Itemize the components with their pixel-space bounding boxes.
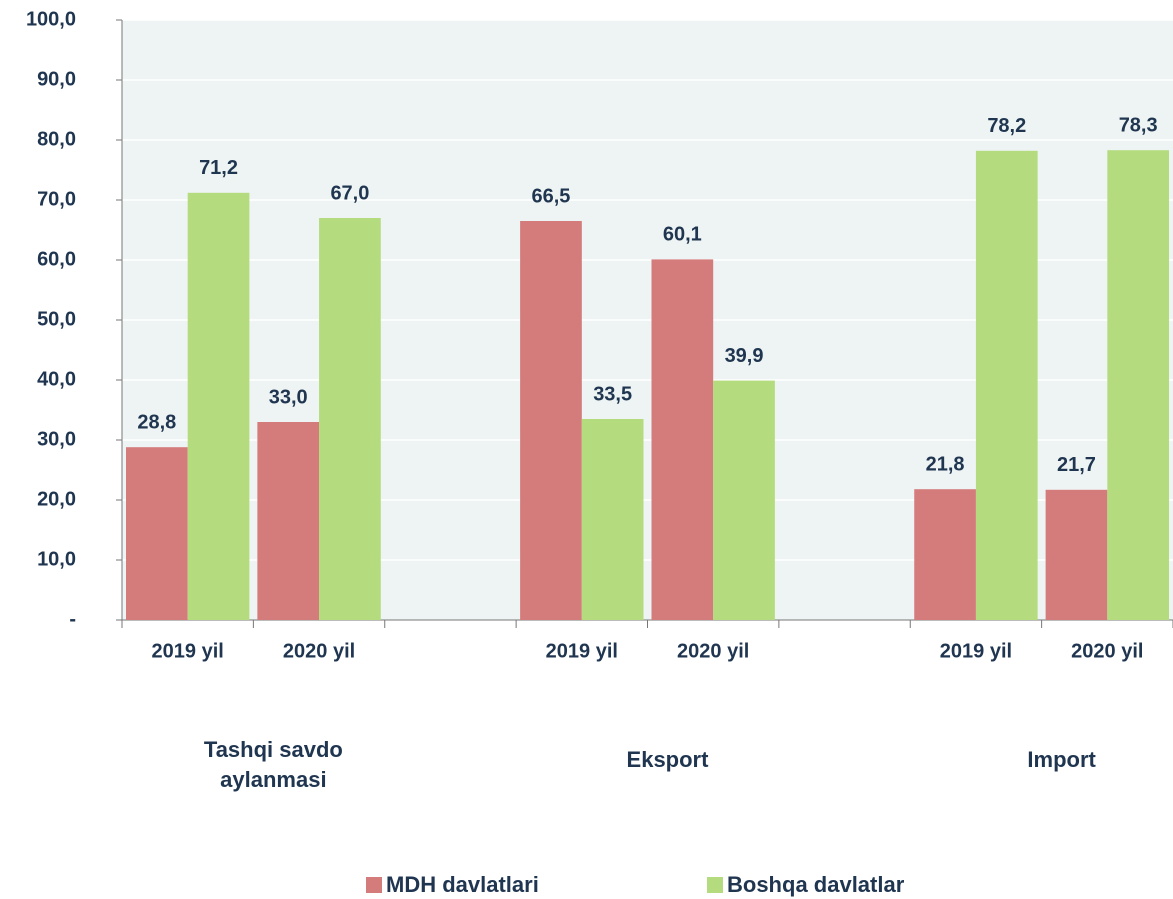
bar	[520, 221, 582, 620]
y-tick-label: 50,0	[37, 308, 76, 330]
x-tick-label: 2020 yil	[283, 640, 355, 662]
data-label: 78,3	[1119, 114, 1158, 136]
bar	[713, 380, 775, 620]
group-label: Tashqi savdo aylanmasi	[203, 737, 343, 792]
data-label: 33,0	[269, 386, 308, 408]
data-label: 60,1	[663, 224, 702, 246]
bar	[187, 192, 250, 621]
data-label: 78,2	[987, 115, 1026, 137]
group-label: Eksport	[626, 747, 709, 772]
legend-label: MDH davlatlari	[386, 872, 539, 897]
data-label: 39,9	[725, 345, 764, 367]
data-label: 67,0	[330, 182, 369, 204]
data-label: 71,2	[199, 157, 238, 179]
bar	[975, 150, 1038, 621]
y-tick-label: 30,0	[37, 428, 76, 450]
x-tick-label: 2019 yil	[546, 640, 618, 662]
data-label: 21,8	[926, 453, 965, 475]
y-tick-label: 100,0	[26, 8, 76, 30]
y-tick-label: 90,0	[37, 68, 76, 90]
bar	[581, 419, 644, 620]
legend-swatch	[366, 877, 382, 893]
bar	[1045, 489, 1108, 620]
bar	[126, 447, 188, 620]
bar	[257, 422, 320, 620]
data-label: 33,5	[593, 383, 632, 405]
y-tick-label: 40,0	[37, 368, 76, 390]
legend-label: Boshqa davlatlar	[727, 872, 905, 897]
x-tick-label: 2019 yil	[940, 640, 1012, 662]
y-tick-label: 70,0	[37, 188, 76, 210]
data-label: 66,5	[532, 185, 571, 207]
group-label: Import	[1027, 747, 1096, 772]
y-tick-label: 60,0	[37, 248, 76, 270]
bar	[319, 218, 381, 620]
bar	[651, 259, 714, 620]
x-tick-label: 2020 yil	[677, 640, 749, 662]
y-tick-label: 10,0	[37, 548, 76, 570]
x-tick-label: 2020 yil	[1071, 640, 1143, 662]
legend-swatch	[707, 877, 723, 893]
data-label: 21,7	[1057, 454, 1096, 476]
data-label: 28,8	[137, 411, 176, 433]
bar	[914, 489, 976, 620]
bar	[1107, 150, 1169, 620]
x-tick-label: 2019 yil	[152, 640, 224, 662]
y-tick-label: -	[69, 608, 76, 630]
y-tick-label: 20,0	[37, 488, 76, 510]
y-tick-label: 80,0	[37, 128, 76, 150]
